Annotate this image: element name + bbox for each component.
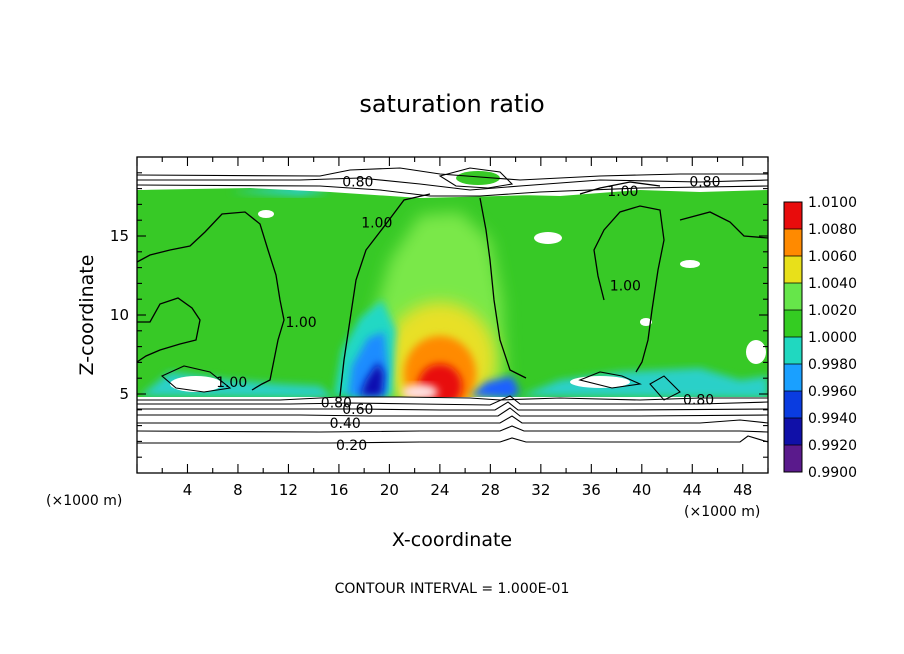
- y-tick-label: 15: [110, 227, 129, 245]
- contour-label: 1.00: [361, 215, 392, 231]
- field-white-hole-7: [640, 318, 652, 326]
- field-white-hole-6: [746, 340, 766, 364]
- colorbar-swatch: [784, 337, 802, 364]
- colorbar-label: 0.9920: [808, 438, 857, 454]
- x-axis-label: X-coordinate: [392, 529, 512, 551]
- x-tick-label: 20: [380, 481, 399, 499]
- contour-label: 0.80: [683, 392, 714, 408]
- field-white-top: [137, 157, 768, 198]
- contour-label: 1.00: [610, 279, 641, 295]
- field-cyan-base: [520, 368, 768, 398]
- plot-area: [137, 157, 768, 473]
- y-tick-labels: 5 10 15: [110, 227, 129, 403]
- contour-label: 0.40: [330, 416, 361, 432]
- field-blue-patch-right: [470, 376, 520, 398]
- x-tick-label: 36: [582, 481, 601, 499]
- contour-label: 0.20: [336, 438, 367, 454]
- x-tick-label: 16: [329, 481, 348, 499]
- x-tick-label: 32: [531, 481, 550, 499]
- field-white-hole-4: [170, 376, 222, 392]
- y-tick-label: 10: [110, 306, 129, 324]
- contour-label: 1.00: [285, 315, 316, 331]
- colorbar-swatch: [784, 256, 802, 283]
- colorbar-swatch: [784, 364, 802, 391]
- contour-label: 1.00: [607, 184, 638, 200]
- contour-label: 0.80: [689, 174, 720, 190]
- axis-ticks: [136, 157, 769, 473]
- x-tick-label: 12: [279, 481, 298, 499]
- contour-label: 1.00: [216, 375, 247, 391]
- x-tick-label: 4: [183, 481, 193, 499]
- contour-label: 0.80: [342, 174, 373, 190]
- colorbar-label: 0.9960: [808, 384, 857, 400]
- colorbar-swatch: [784, 202, 802, 229]
- colorbar-label: 1.0080: [808, 222, 857, 238]
- x-tick-label: 28: [481, 481, 500, 499]
- colorbar-swatch: [784, 310, 802, 337]
- field-green-blob-top: [456, 171, 500, 185]
- contour-label: 0.60: [342, 402, 373, 418]
- x-tick-labels: 4 8 12 16 20 24 28 32 36 40 44 48: [183, 481, 753, 499]
- colorbar-label: 1.0100: [808, 195, 857, 211]
- field-white-core: [402, 384, 438, 400]
- x-unit-left: (×1000 m): [46, 493, 122, 509]
- y-axis-label: Z-coordinate: [76, 255, 98, 376]
- field-white-hole-2: [680, 260, 700, 268]
- colorbar: 0.9900 0.9920 0.9940 0.9960 0.9980 1.0000 1.00…: [783, 195, 857, 481]
- x-tick-label: 48: [733, 481, 752, 499]
- x-unit-right: (×1000 m): [684, 504, 760, 520]
- field-white-bottom: [137, 397, 768, 473]
- contour-labels: 0.80 0.801.001.001.001.001.000.800.600.40…: [216, 174, 720, 454]
- colorbar-label: 1.0000: [808, 330, 857, 346]
- colorbar-label: 1.0020: [808, 303, 857, 319]
- colorbar-label: 0.9900: [808, 465, 857, 481]
- colorbar-swatch: [784, 445, 802, 472]
- colorbar-label: 0.9980: [808, 357, 857, 373]
- chart-title: saturation ratio: [359, 90, 544, 118]
- colorbar-label: 1.0060: [808, 249, 857, 265]
- colorbar-swatch: [784, 283, 802, 310]
- colorbar-label: 1.0040: [808, 276, 857, 292]
- field-white-hole-3: [258, 210, 274, 218]
- field-white-hole-1: [534, 232, 562, 244]
- contour-lines-lower: [137, 167, 768, 444]
- x-tick-label: 44: [683, 481, 702, 499]
- contour-interval-note: CONTOUR INTERVAL = 1.000E-01: [335, 581, 570, 597]
- x-tick-label: 24: [430, 481, 449, 499]
- x-tick-label: 40: [632, 481, 651, 499]
- colorbar-label: 0.9940: [808, 411, 857, 427]
- colorbar-swatch: [784, 229, 802, 256]
- x-tick-label: 8: [233, 481, 243, 499]
- contour-label: 0.80: [321, 395, 352, 411]
- field-white-hole-5: [570, 376, 630, 388]
- colorbar-swatch: [784, 391, 802, 418]
- contour-lines-1-00: [137, 181, 768, 397]
- y-tick-label: 5: [119, 385, 129, 403]
- field-darkblue-lobe: [360, 362, 384, 396]
- colorbar-swatch: [784, 418, 802, 445]
